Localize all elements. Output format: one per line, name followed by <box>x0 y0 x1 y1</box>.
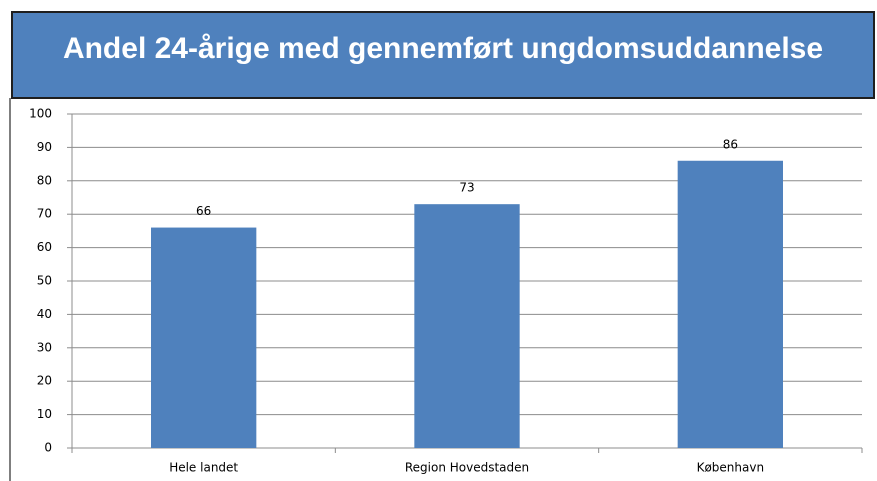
y-tick-label: 0 <box>44 441 52 455</box>
bar <box>414 204 520 448</box>
bar <box>151 227 257 448</box>
y-tick-label: 50 <box>37 274 52 288</box>
y-tick-label: 70 <box>37 207 52 221</box>
y-tick-label: 30 <box>37 340 52 354</box>
y-tick-label: 10 <box>37 407 52 421</box>
x-tick-label: København <box>697 461 764 475</box>
y-tick-label: 80 <box>37 173 52 187</box>
bar <box>677 160 783 448</box>
x-tick-label: Region Hovedstaden <box>405 461 529 475</box>
data-label: 66 <box>196 204 211 218</box>
y-tick-label: 60 <box>37 240 52 254</box>
y-tick-label: 100 <box>29 107 52 121</box>
x-tick-label: Hele landet <box>169 461 238 475</box>
y-tick-label: 40 <box>37 307 52 321</box>
data-label: 86 <box>723 137 738 151</box>
data-label: 73 <box>459 181 474 195</box>
y-tick-label: 90 <box>37 140 52 154</box>
title-banner <box>11 11 875 99</box>
y-tick-label: 20 <box>37 374 52 388</box>
chart-title: Andel 24-årige med gennemført ungdomsudd… <box>63 32 823 65</box>
